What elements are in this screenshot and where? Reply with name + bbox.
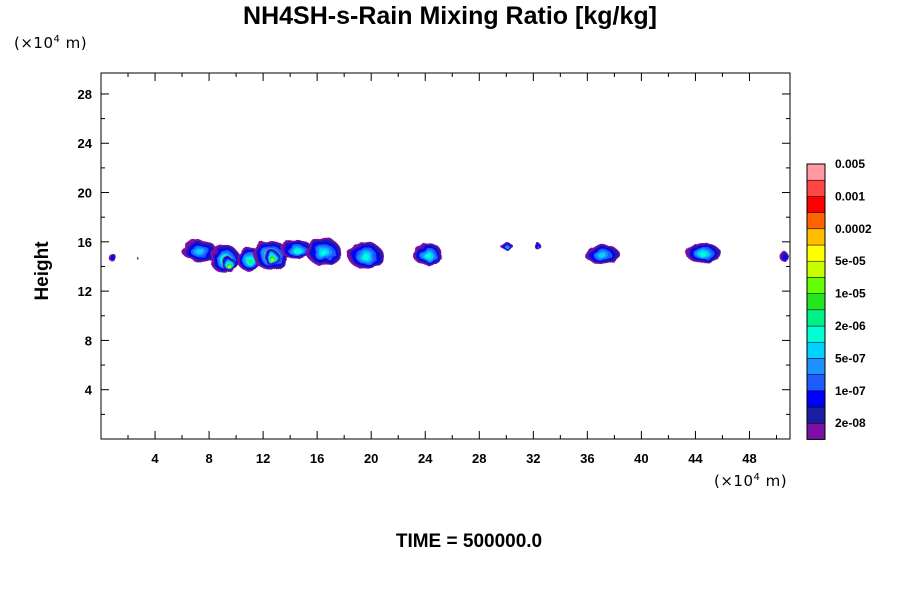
x-tick-label: 4 xyxy=(151,451,159,466)
contour-level xyxy=(320,250,328,257)
x-tick-label: 12 xyxy=(256,451,270,466)
colorbar-label: 0.0002 xyxy=(835,222,872,236)
colorbar-label: 0.005 xyxy=(835,157,865,171)
contour-level xyxy=(111,256,115,260)
contour-level xyxy=(271,259,274,262)
contour-level xyxy=(362,254,370,260)
x-tick-label: 8 xyxy=(205,451,212,466)
colorbar-swatch xyxy=(806,422,826,440)
contour-blob xyxy=(779,251,789,262)
contour-level xyxy=(782,254,787,260)
y-tick-label: 20 xyxy=(78,186,92,201)
contour-blob xyxy=(347,241,383,269)
colorbar-swatch xyxy=(806,390,826,408)
colorbar-swatch xyxy=(806,293,826,311)
contour-blob xyxy=(412,243,443,266)
contour-blob xyxy=(264,250,280,266)
colorbar-frame xyxy=(806,163,826,440)
contour-blob xyxy=(685,243,721,263)
x-unit-exponent: 4 xyxy=(753,472,761,483)
chart-title: NH4SH-s-Rain Mixing Ratio [kg/kg] xyxy=(243,2,657,30)
contour-level xyxy=(699,252,708,257)
x-tick-label: 28 xyxy=(472,451,486,466)
contour-level xyxy=(424,253,431,258)
colorbar-label: 0.001 xyxy=(835,189,865,203)
colorbar-swatch xyxy=(806,228,826,246)
colorbar-swatch xyxy=(806,406,826,424)
contour-blob xyxy=(136,256,139,260)
colorbar-swatch xyxy=(806,374,826,392)
contour-blob xyxy=(222,257,236,271)
colorbar-label: 2e-08 xyxy=(835,416,866,430)
time-label: TIME = 500000.0 xyxy=(395,531,543,552)
colorbar-swatch xyxy=(806,260,826,278)
y-tick-label: 4 xyxy=(85,383,93,398)
x-tick-label: 16 xyxy=(310,451,324,466)
contour-level xyxy=(247,258,252,264)
x-tick-label: 40 xyxy=(634,451,648,466)
contour-blob xyxy=(280,239,313,260)
contour-blob xyxy=(181,239,217,261)
contour-level xyxy=(195,249,205,255)
contour-blob xyxy=(501,243,514,251)
colorbar-label: 5e-05 xyxy=(835,254,866,268)
y-tick-label: 16 xyxy=(78,235,92,250)
plot-frame xyxy=(100,72,791,440)
x-tick-label: 36 xyxy=(580,451,594,466)
y-tick-label: 8 xyxy=(85,333,92,348)
x-tick-label: 44 xyxy=(688,451,703,466)
colorbar-label: 1e-07 xyxy=(835,384,866,398)
colorbar: 2e-08 1e-07 5e-07 2e-06 1e-05 5e-05 0.0002 0.00… xyxy=(806,157,872,440)
colorbar-label: 5e-07 xyxy=(835,351,866,365)
contour-fill-layer xyxy=(108,238,789,274)
contour-level xyxy=(537,246,540,249)
y-tick-label: 28 xyxy=(78,87,92,102)
y-tick-label: 24 xyxy=(78,136,93,151)
colorbar-swatch xyxy=(806,196,826,213)
contour-blob xyxy=(305,238,342,266)
colorbar-swatch xyxy=(806,163,826,181)
y-unit-prefix: (×10 xyxy=(14,34,54,52)
y-tick-label: 12 xyxy=(78,284,92,299)
x-tick-label: 32 xyxy=(526,451,540,466)
y-axis-unit: (×104 m) xyxy=(14,34,87,52)
contour-level xyxy=(137,257,139,259)
x-tick-label: 24 xyxy=(418,451,433,466)
contour-level xyxy=(505,246,510,249)
contour-blob xyxy=(108,254,117,262)
contour-blob xyxy=(584,244,620,265)
y-unit-exponent: 4 xyxy=(53,34,61,45)
colorbar-swatch xyxy=(806,341,826,359)
x-tick-label: 20 xyxy=(364,451,378,466)
colorbar-swatch xyxy=(806,309,826,327)
colorbar-swatch xyxy=(806,358,826,375)
x-axis-unit: (×104 m) xyxy=(714,472,787,490)
colorbar-swatch xyxy=(806,179,826,197)
contour-blob xyxy=(535,243,542,251)
x-tick-label: 48 xyxy=(742,451,756,466)
colorbar-swatch xyxy=(806,212,826,230)
x-unit-prefix: (×10 xyxy=(714,472,754,490)
contour-level xyxy=(293,248,301,253)
contour-level xyxy=(598,253,607,258)
colorbar-label: 2e-06 xyxy=(835,319,866,333)
colorbar-label: 1e-05 xyxy=(835,287,866,301)
contour-level xyxy=(228,265,231,268)
colorbar-swatch xyxy=(806,244,826,262)
y-unit-suffix: m) xyxy=(60,34,88,52)
colorbar-swatch xyxy=(806,325,826,343)
x-unit-suffix: m) xyxy=(760,472,788,490)
colorbar-swatch xyxy=(806,277,826,294)
